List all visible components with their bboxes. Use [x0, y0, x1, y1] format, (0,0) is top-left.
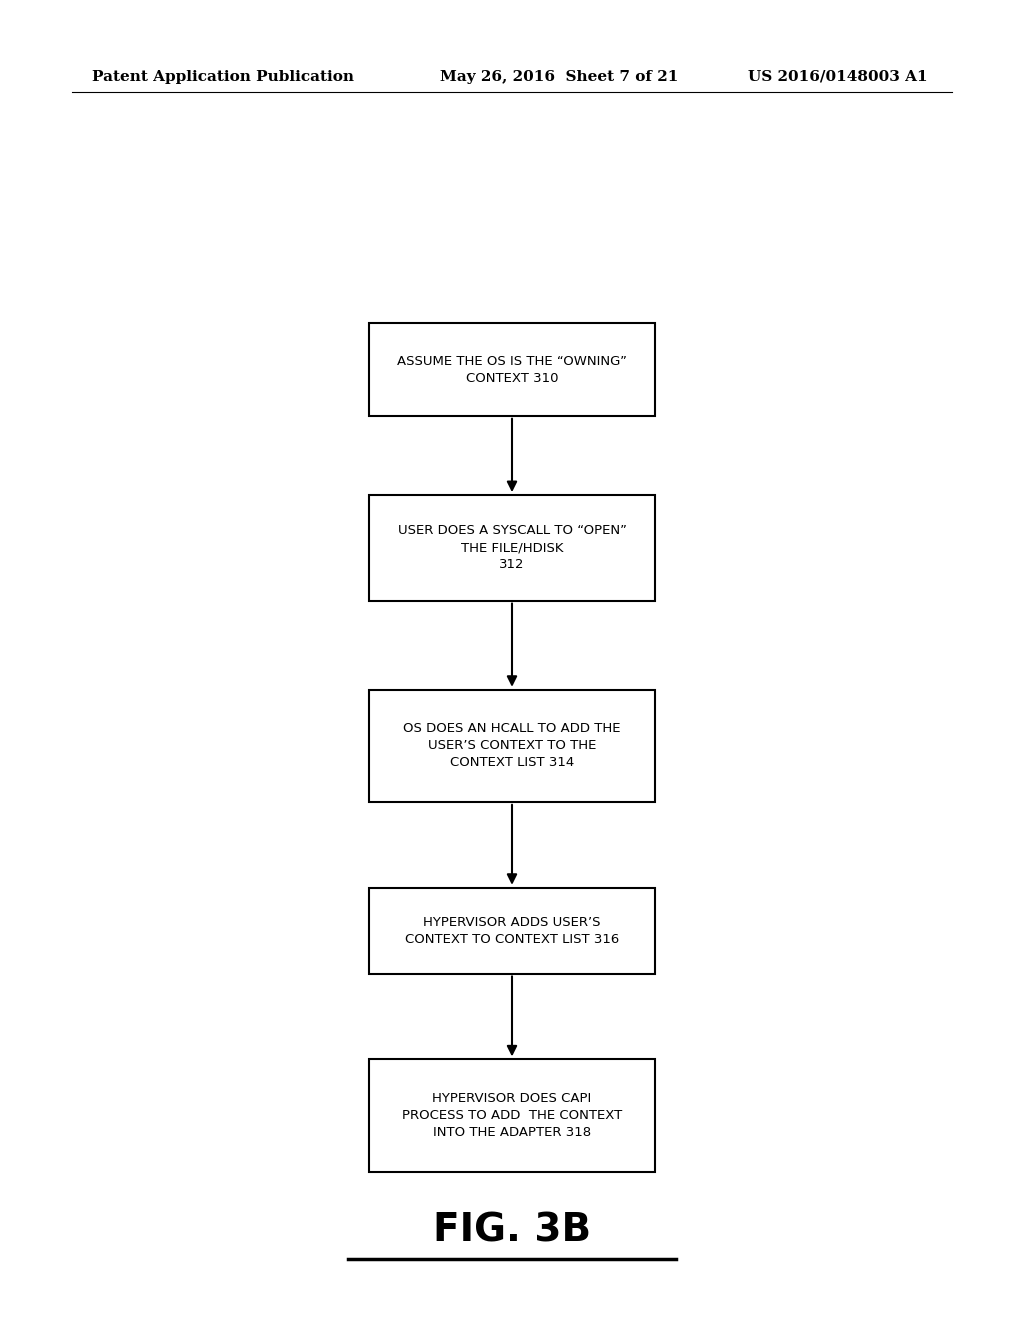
Text: US 2016/0148003 A1: US 2016/0148003 A1 [748, 70, 927, 83]
Text: HYPERVISOR ADDS USER’S
CONTEXT TO CONTEXT LIST 316: HYPERVISOR ADDS USER’S CONTEXT TO CONTEX… [404, 916, 620, 945]
Text: OS DOES AN HCALL TO ADD THE
USER’S CONTEXT TO THE
CONTEXT LIST 314: OS DOES AN HCALL TO ADD THE USER’S CONTE… [403, 722, 621, 770]
Text: USER DOES A SYSCALL TO “OPEN”
THE FILE/HDISK
312: USER DOES A SYSCALL TO “OPEN” THE FILE/H… [397, 524, 627, 572]
FancyBboxPatch shape [369, 689, 655, 801]
FancyBboxPatch shape [369, 495, 655, 601]
Text: ASSUME THE OS IS THE “OWNING”
CONTEXT 310: ASSUME THE OS IS THE “OWNING” CONTEXT 31… [397, 355, 627, 384]
FancyBboxPatch shape [369, 888, 655, 974]
Text: May 26, 2016  Sheet 7 of 21: May 26, 2016 Sheet 7 of 21 [440, 70, 679, 83]
FancyBboxPatch shape [369, 323, 655, 416]
FancyBboxPatch shape [369, 1059, 655, 1172]
Text: Patent Application Publication: Patent Application Publication [92, 70, 354, 83]
Text: FIG. 3B: FIG. 3B [433, 1212, 591, 1249]
Text: HYPERVISOR DOES CAPI
PROCESS TO ADD  THE CONTEXT
INTO THE ADAPTER 318: HYPERVISOR DOES CAPI PROCESS TO ADD THE … [401, 1092, 623, 1139]
